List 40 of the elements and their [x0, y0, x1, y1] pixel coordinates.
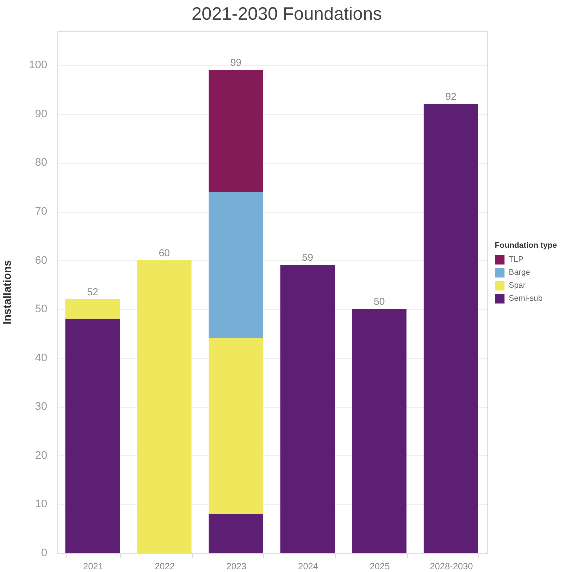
x-tick-label: 2028-2030	[430, 562, 474, 572]
total-label: 50	[374, 297, 386, 308]
y-tick-label: 30	[35, 401, 48, 414]
x-tick-label: 2022	[154, 562, 176, 572]
y-tick-label: 90	[35, 108, 48, 120]
total-label: 59	[302, 253, 314, 264]
bar	[352, 309, 407, 553]
y-tick-label: 0	[41, 548, 48, 560]
x-tick-label: 2023	[226, 562, 247, 572]
y-tick-label: 10	[35, 498, 48, 511]
bar	[280, 265, 336, 553]
x-tick-label: 2024	[298, 562, 318, 572]
total-label: 60	[158, 248, 170, 260]
bar	[208, 192, 264, 338]
total-label: 52	[87, 287, 99, 298]
bar	[66, 299, 120, 319]
x-tick-label: 2025	[370, 562, 390, 572]
bar	[208, 338, 264, 514]
x-tick-label: 2021	[83, 562, 104, 572]
y-tick-label: 60	[35, 254, 48, 267]
y-tick-label: 40	[35, 352, 48, 364]
y-tick-label: 100	[29, 60, 48, 72]
legend-label: Barge	[509, 268, 531, 277]
y-tick-label: 50	[35, 304, 48, 316]
chart-title: 2021-2030 Foundations	[192, 4, 382, 24]
bar	[208, 70, 264, 192]
legend-label: Spar	[509, 281, 526, 290]
legend-label: Semi-sub	[509, 294, 544, 303]
total-label: 99	[230, 58, 242, 70]
legend-label: TLP	[509, 255, 524, 264]
y-tick-label: 20	[35, 450, 48, 462]
y-tick-label: 70	[35, 206, 48, 218]
legend-title: Foundation type	[495, 241, 558, 250]
bar	[66, 318, 120, 553]
total-label: 92	[446, 92, 458, 104]
bar	[137, 260, 192, 553]
y-tick-label: 80	[35, 157, 48, 170]
y-axis-title: Installations	[2, 260, 14, 325]
bar	[424, 104, 478, 553]
bar	[208, 514, 264, 553]
